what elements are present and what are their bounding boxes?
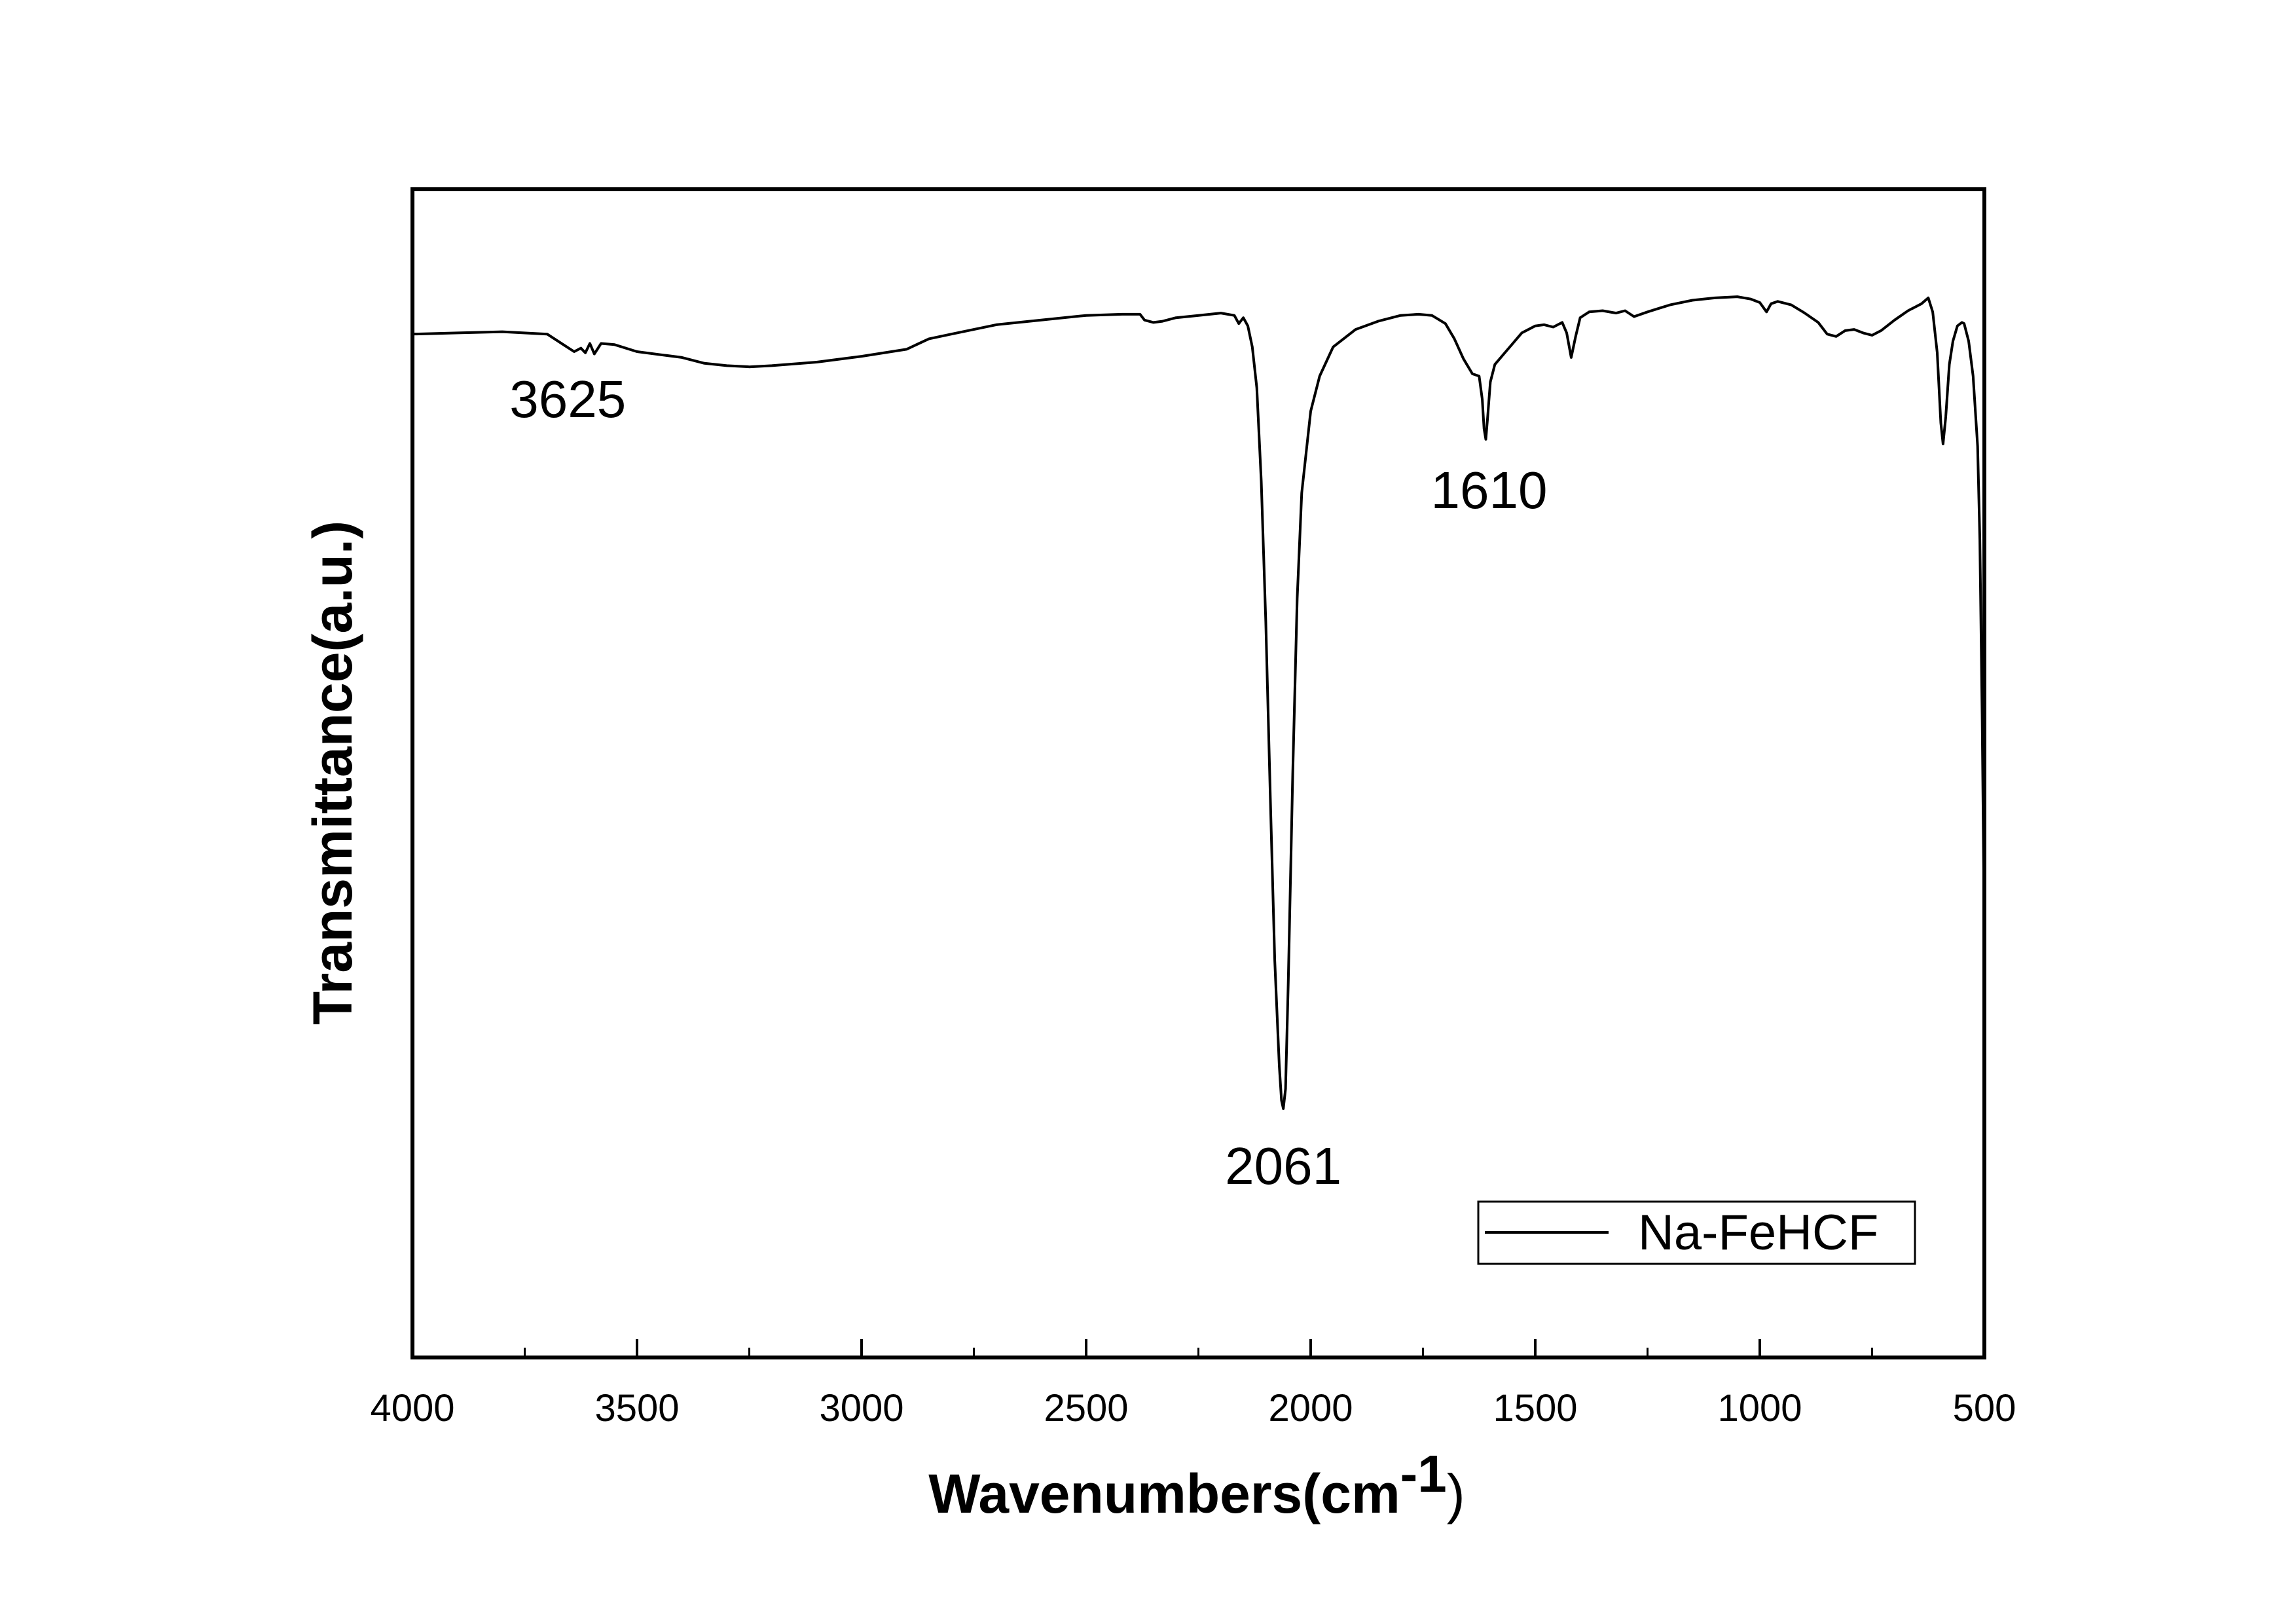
- x-tick-label: 2000: [1268, 1387, 1353, 1430]
- plot-area-frame: [410, 187, 1986, 1359]
- peak-label-1610: 1610: [1431, 461, 1548, 519]
- legend-label: Na-FeHCF: [1638, 1205, 1878, 1261]
- x-tick-label: 3000: [819, 1387, 903, 1430]
- x-axis-tick-labels: 4000 3500 3000 2500 2000 1500 1000 500: [370, 1387, 2016, 1430]
- legend: Na-FeHCF: [1477, 1200, 1916, 1265]
- peak-annotations: 3625 2061 1610: [509, 370, 1547, 1195]
- series-line-na-fehcf: [412, 295, 1986, 1110]
- x-tick-label: 2500: [1044, 1387, 1128, 1430]
- x-axis-title-main: Wavenumbers(cm: [928, 1463, 1400, 1524]
- x-axis-title-superscript: -1: [1400, 1445, 1447, 1503]
- peak-label-2061: 2061: [1225, 1137, 1341, 1195]
- x-tick-label: 3500: [594, 1387, 679, 1430]
- x-tick-label: 4000: [370, 1387, 454, 1430]
- x-tick-label: 500: [1953, 1387, 2016, 1430]
- x-tick-label: 1000: [1717, 1387, 1802, 1430]
- peak-label-3625: 3625: [509, 370, 626, 428]
- x-tick-label: 1500: [1493, 1387, 1577, 1430]
- x-axis-title: Wavenumbers(cm-1): [928, 1445, 1465, 1524]
- x-axis-title-suffix: ): [1447, 1463, 1465, 1524]
- x-axis-ticks: [411, 1339, 1986, 1357]
- y-axis-title: Transmittance(a.u.): [302, 521, 363, 1025]
